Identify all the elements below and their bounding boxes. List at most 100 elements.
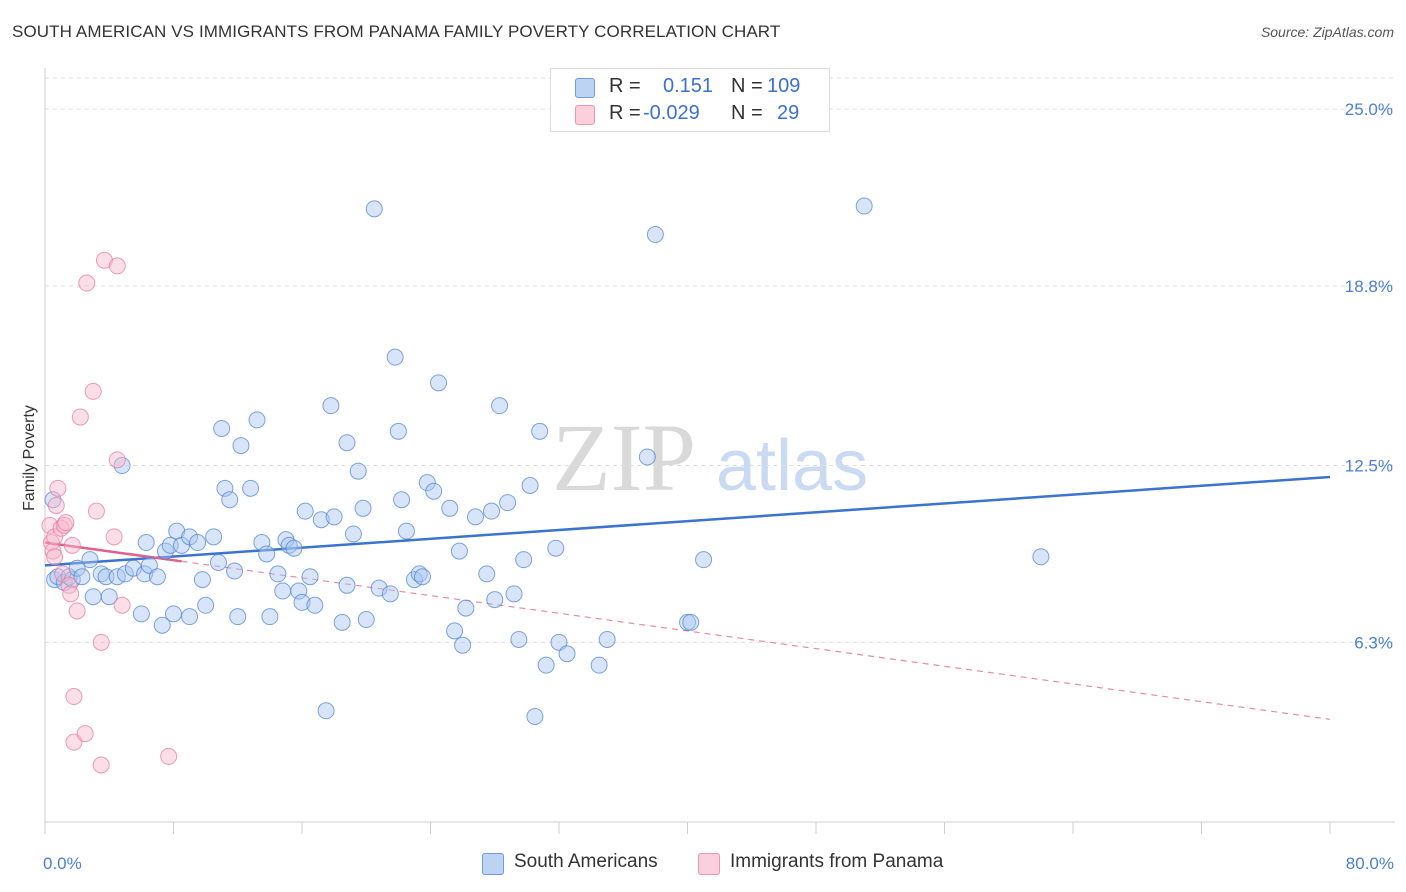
point-panama	[44, 542, 62, 560]
point-panama	[78, 274, 96, 292]
point-panama	[92, 756, 110, 774]
legend-label: South Americans	[514, 851, 658, 872]
point-panama	[47, 496, 65, 514]
point-panama	[41, 516, 59, 534]
y-tick-label: 18.8%	[1345, 277, 1393, 296]
point-panama	[71, 408, 89, 426]
correlation-legend: R = 0.151 N = 109 R = -0.029 N = 29	[550, 68, 830, 132]
point-south-americans	[397, 522, 415, 540]
y-tick-label: 6.3%	[1354, 633, 1393, 652]
point-south-americans	[285, 539, 303, 557]
point-south-americans	[269, 565, 287, 583]
legend-swatch-blue	[575, 78, 595, 98]
point-south-americans	[441, 499, 459, 517]
point-south-americans	[100, 588, 118, 606]
point-panama	[76, 725, 94, 743]
point-south-americans	[338, 576, 356, 594]
point-south-americans	[491, 397, 509, 415]
point-panama	[52, 519, 70, 537]
legend-n-label: N =	[731, 75, 763, 97]
point-south-americans	[293, 593, 311, 611]
point-south-americans	[44, 491, 62, 509]
point-panama	[108, 451, 126, 469]
point-south-americans	[483, 502, 501, 520]
gridlines	[45, 77, 1395, 643]
point-south-americans	[381, 585, 399, 603]
point-south-americans	[132, 605, 150, 623]
point-south-americans	[181, 608, 199, 626]
watermark: ZIP atlas	[552, 404, 868, 511]
point-south-americans	[193, 571, 211, 589]
point-south-americans	[466, 508, 484, 526]
point-south-americans	[357, 611, 375, 629]
point-south-americans	[638, 448, 656, 466]
point-south-americans	[598, 630, 616, 648]
legend-swatch-pink	[698, 853, 720, 875]
legend-n-value: 109	[767, 75, 801, 97]
point-panama	[63, 536, 81, 554]
point-south-americans	[446, 622, 464, 640]
point-south-americans	[306, 596, 324, 614]
point-south-americans	[280, 536, 298, 554]
point-south-americans	[165, 605, 182, 623]
y-tick-label: 12.5%	[1345, 457, 1393, 476]
legend-n-value: 29	[777, 102, 800, 124]
point-south-americans	[515, 551, 533, 569]
point-south-americans	[322, 397, 340, 415]
point-south-americans	[153, 616, 171, 634]
point-south-americans	[113, 457, 131, 475]
point-south-americans	[242, 479, 260, 497]
point-south-americans	[92, 565, 110, 583]
point-south-americans	[68, 559, 86, 577]
point-south-americans	[505, 585, 523, 603]
point-panama	[87, 502, 105, 520]
point-south-americans	[290, 582, 308, 600]
point-south-americans	[537, 656, 555, 674]
point-south-americans	[226, 562, 244, 580]
point-south-americans	[410, 565, 428, 583]
point-south-americans	[344, 525, 362, 543]
point-south-americans	[205, 528, 223, 546]
point-south-americans	[526, 707, 544, 725]
point-south-americans	[531, 422, 549, 440]
point-south-americans	[1032, 548, 1050, 566]
point-south-americans	[148, 568, 166, 586]
point-south-americans	[253, 534, 271, 552]
point-panama	[46, 548, 64, 566]
point-south-americans	[413, 568, 431, 586]
point-panama	[108, 257, 126, 275]
point-south-americans	[301, 568, 319, 586]
point-panama	[113, 596, 131, 614]
trend-line-panama-solid	[44, 541, 182, 563]
point-panama	[42, 534, 60, 552]
point-south-americans	[486, 591, 504, 609]
point-south-americans	[81, 551, 99, 569]
point-south-americans	[457, 599, 475, 617]
legend-r-value: -0.029	[643, 102, 700, 124]
point-panama	[84, 382, 102, 400]
point-panama	[92, 633, 110, 651]
point-south-americans	[124, 559, 142, 577]
legend-label: Immigrants from Panama	[730, 851, 944, 872]
point-south-americans	[646, 226, 664, 244]
y-tick-label: 25.0%	[1345, 100, 1393, 119]
point-panama	[68, 602, 86, 620]
point-south-americans	[73, 568, 91, 586]
legend-n-label: N =	[731, 102, 763, 124]
point-panama	[160, 747, 178, 765]
point-south-americans	[229, 608, 247, 626]
point-south-americans	[354, 499, 372, 517]
legend-swatch-blue	[482, 853, 504, 875]
point-south-americans	[156, 542, 174, 560]
point-south-americans	[261, 608, 279, 626]
point-panama	[49, 479, 67, 497]
axis-labels: 6.3% 12.5% 18.8% 25.0% 0.0% 80.0% Family Pover…	[21, 100, 1394, 873]
point-south-americans	[386, 348, 404, 366]
legend-r-label: R =	[609, 102, 641, 124]
legend-swatch-pink	[575, 105, 595, 125]
point-south-americans	[137, 534, 155, 552]
point-south-americans	[338, 434, 356, 452]
point-south-americans	[682, 613, 700, 631]
point-south-americans	[370, 579, 388, 597]
point-south-americans	[333, 613, 351, 631]
